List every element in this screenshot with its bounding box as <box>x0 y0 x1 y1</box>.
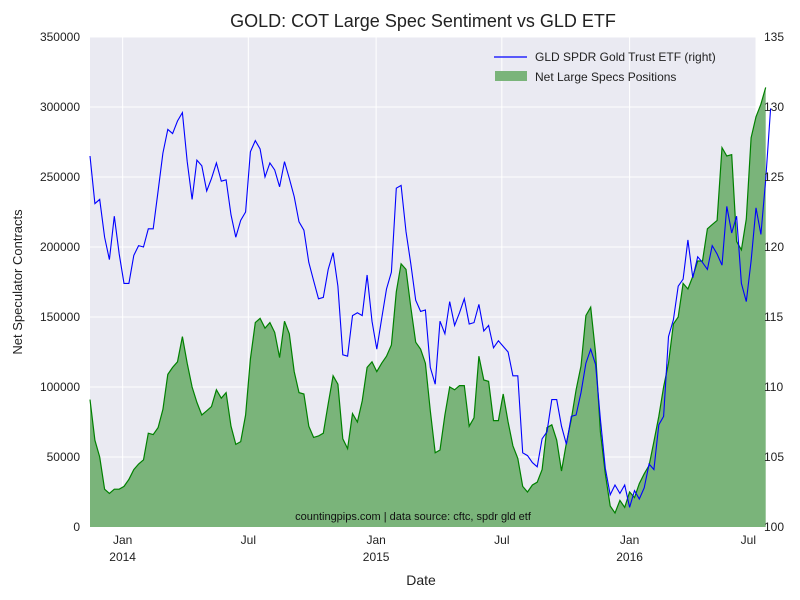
net-specs-area-outline <box>89 87 767 515</box>
y-left-tick-label: 250000 <box>40 170 80 184</box>
legend-label-gld: GLD SPDR Gold Trust ETF (right) <box>535 50 716 64</box>
x-tick-label-month: Jul <box>241 533 256 547</box>
line-layer <box>89 108 772 508</box>
y-left-tick-label: 150000 <box>40 310 80 324</box>
y-left-tick-label: 350000 <box>40 30 80 44</box>
y-left-tick-label: 100000 <box>40 380 80 394</box>
source-annotation: countingpips.com | data source: cftc, sp… <box>295 511 532 523</box>
x-tick-label-month: Jan <box>366 533 385 547</box>
y-right-tick-label: 130 <box>764 100 784 114</box>
x-axis-label: Date <box>406 572 436 588</box>
y-left-tick-label: 300000 <box>40 100 80 114</box>
legend-swatch-specs-area <box>495 71 527 81</box>
x-tick-label-month: Jan <box>113 533 132 547</box>
x-tick-label-month: Jul <box>494 533 509 547</box>
y-right-tick-label: 100 <box>764 520 784 534</box>
y-right-tick-label: 110 <box>764 380 783 394</box>
y-axis-label: Net Speculator Contracts <box>10 209 25 355</box>
y-left-tick-label: 50000 <box>47 450 81 464</box>
legend-label-specs: Net Large Specs Positions <box>535 70 676 84</box>
chart-title: GOLD: COT Large Spec Sentiment vs GLD ET… <box>230 11 616 31</box>
area-layer <box>89 87 767 528</box>
x-tick-label-month: Jan <box>620 533 639 547</box>
y-right-tick-label: 115 <box>764 310 783 324</box>
x-tick-label-year: 2015 <box>363 550 390 564</box>
y-left-tick-label: 200000 <box>40 240 80 254</box>
x-tick-label-year: 2016 <box>616 550 643 564</box>
y-right-tick-label: 135 <box>764 30 784 44</box>
y-left-tick-label: 0 <box>73 520 80 534</box>
net-specs-area <box>90 87 766 528</box>
y-right-tick-label: 105 <box>764 450 784 464</box>
tick-labels: 0 50000 100000 150000 200000 250000 300000 3500… <box>40 30 784 564</box>
x-tick-label-month: Jul <box>741 533 756 547</box>
legend: GLD SPDR Gold Trust ETF (right) Net Larg… <box>494 50 716 84</box>
y-right-tick-label: 125 <box>764 170 784 184</box>
gld-price-line <box>89 108 772 508</box>
x-tick-label-year: 2014 <box>109 550 136 564</box>
y-right-tick-label: 120 <box>764 240 784 254</box>
